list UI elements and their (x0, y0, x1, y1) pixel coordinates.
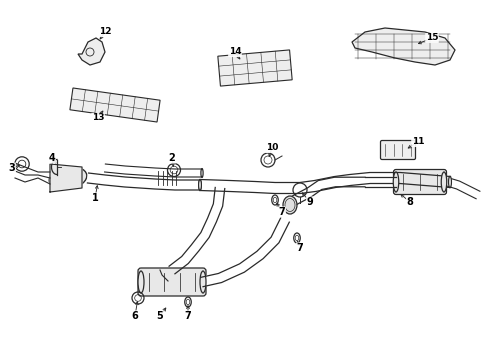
Polygon shape (365, 177, 396, 187)
Text: 2: 2 (169, 153, 175, 163)
Polygon shape (218, 50, 292, 86)
Ellipse shape (273, 197, 277, 203)
Polygon shape (169, 188, 225, 274)
Ellipse shape (285, 198, 295, 211)
Ellipse shape (198, 180, 201, 190)
Text: 8: 8 (407, 197, 414, 207)
Text: 15: 15 (426, 33, 438, 42)
FancyBboxPatch shape (393, 170, 446, 194)
Polygon shape (293, 177, 365, 204)
Polygon shape (50, 164, 82, 192)
Ellipse shape (272, 195, 278, 205)
Text: 14: 14 (229, 48, 241, 57)
Text: 11: 11 (412, 138, 424, 147)
Polygon shape (70, 88, 160, 122)
FancyBboxPatch shape (381, 140, 416, 159)
Ellipse shape (186, 299, 190, 305)
Ellipse shape (138, 271, 144, 293)
FancyBboxPatch shape (138, 268, 206, 296)
Polygon shape (447, 178, 480, 199)
Polygon shape (78, 38, 105, 65)
Text: 4: 4 (49, 153, 55, 163)
Text: 7: 7 (296, 243, 303, 253)
Ellipse shape (295, 235, 299, 241)
Ellipse shape (441, 172, 447, 192)
Polygon shape (104, 164, 202, 177)
Ellipse shape (185, 297, 191, 307)
Polygon shape (200, 172, 450, 193)
Ellipse shape (201, 168, 203, 177)
Text: 5: 5 (157, 311, 163, 321)
Text: 3: 3 (9, 163, 15, 173)
Ellipse shape (200, 271, 206, 293)
Ellipse shape (448, 176, 451, 188)
Text: 12: 12 (99, 27, 111, 36)
Text: 9: 9 (307, 197, 314, 207)
Polygon shape (87, 173, 200, 190)
Text: 7: 7 (279, 207, 285, 217)
Ellipse shape (294, 233, 300, 243)
Text: 7: 7 (185, 311, 192, 321)
Text: 13: 13 (92, 113, 104, 122)
Text: 6: 6 (132, 311, 138, 321)
Ellipse shape (283, 196, 297, 214)
Text: 1: 1 (92, 193, 98, 203)
Polygon shape (352, 28, 455, 65)
Polygon shape (201, 218, 289, 287)
Text: 10: 10 (266, 144, 278, 153)
Ellipse shape (393, 172, 399, 192)
Ellipse shape (49, 167, 87, 189)
Ellipse shape (199, 180, 201, 190)
